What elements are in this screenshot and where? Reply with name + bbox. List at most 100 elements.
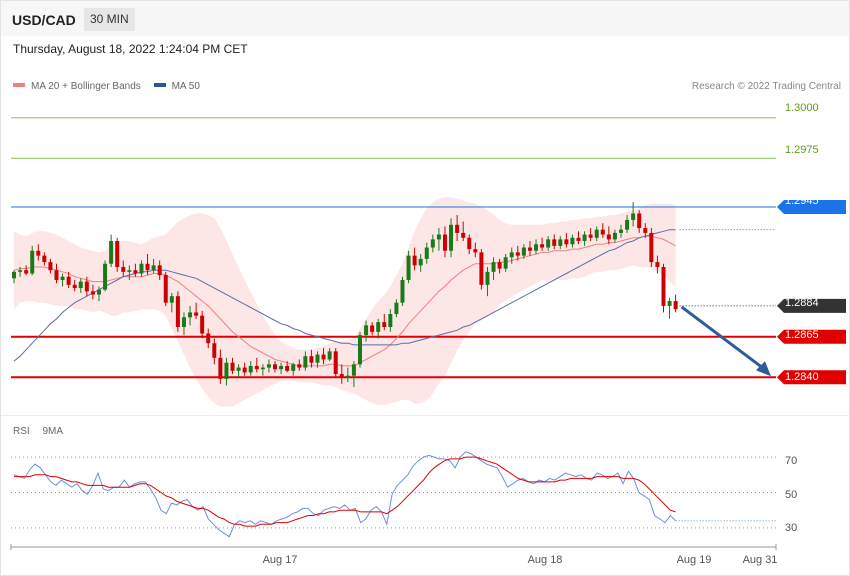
- candle-body-109: [673, 301, 678, 310]
- rsi-tick-30: 30: [785, 522, 797, 534]
- chart-header: USD/CAD 30 MIN: [1, 1, 849, 36]
- candle-body-96: [594, 229, 599, 238]
- rsi-tick-50: 50: [785, 489, 797, 501]
- price-legend: MA 20 + Bollinger Bands MA 50: [13, 81, 210, 92]
- candle-body-17: [115, 241, 120, 267]
- candle-body-106: [655, 262, 660, 267]
- candle-body-44: [279, 365, 284, 370]
- legend-ma50-label: MA 50: [171, 81, 200, 92]
- candle-body-12: [84, 281, 89, 292]
- legend-rsi-ma-label: 9MA: [42, 426, 64, 437]
- candle-body-94: [582, 234, 587, 242]
- candle-body-90: [558, 239, 563, 246]
- candle-body-1: [18, 270, 23, 272]
- chart-datetime: Thursday, August 18, 2022 1:24:04 PM CET: [13, 42, 248, 56]
- candle-body-38: [242, 367, 247, 373]
- candle-body-20: [133, 270, 138, 274]
- candle-body-73: [455, 224, 460, 233]
- rsi-line: [13, 451, 676, 538]
- candle-body-33: [212, 343, 217, 358]
- candle-body-92: [570, 237, 575, 245]
- candle-body-88: [546, 239, 551, 248]
- x-tick-aug18: Aug 18: [528, 554, 563, 566]
- bollinger-band-area: [14, 197, 676, 407]
- candle-body-10: [72, 284, 77, 289]
- candle-body-74: [461, 232, 466, 238]
- candle-body-54: [339, 374, 344, 378]
- candle-body-80: [497, 262, 502, 269]
- candle-body-32: [206, 333, 211, 344]
- candle-body-103: [637, 213, 642, 229]
- candle-body-16: [109, 241, 114, 264]
- candle-body-84: [521, 247, 526, 256]
- candle-body-100: [619, 229, 623, 233]
- candle-body-2: [24, 270, 29, 274]
- panel-divider: [1, 415, 849, 416]
- candle-body-101: [625, 219, 630, 230]
- forecast-arrow-line: [680, 305, 763, 369]
- candle-body-77: [479, 252, 484, 285]
- candle-body-30: [194, 312, 199, 316]
- candle-body-57: [357, 335, 362, 365]
- level-label-1.3000: 1.3000: [785, 102, 819, 114]
- rsi-tick-70: 70: [785, 455, 797, 467]
- candle-body-81: [503, 257, 508, 269]
- candle-body-48: [303, 356, 308, 368]
- candle-body-89: [552, 239, 557, 246]
- legend-rsi-ma: 9MA: [42, 426, 63, 437]
- candle-body-64: [400, 279, 405, 303]
- candle-body-9: [66, 276, 71, 285]
- candle-body-70: [436, 234, 441, 240]
- candle-body-95: [588, 234, 593, 238]
- level-label-1.2975: 1.2975: [785, 144, 819, 156]
- candle-body-21: [139, 263, 144, 274]
- copyright-text: Research © 2022 Trading Central: [691, 81, 841, 92]
- level-label-1.2865: 1.2865: [785, 329, 819, 341]
- candle-body-71: [442, 234, 447, 251]
- candle-body-66: [412, 255, 417, 266]
- candle-body-61: [382, 322, 387, 328]
- candle-body-56: [351, 364, 356, 376]
- candle-body-47: [297, 364, 302, 368]
- candle-body-11: [78, 281, 83, 289]
- candle-body-63: [394, 302, 399, 315]
- candle-body-86: [534, 244, 539, 251]
- x-axis: Aug 17 Aug 18 Aug 19 Aug 31: [10, 544, 778, 566]
- interval-badge[interactable]: 30 MIN: [84, 8, 135, 31]
- legend-rsi-label: RSI: [13, 426, 30, 437]
- candle-body-19: [127, 270, 132, 272]
- candle-body-51: [321, 354, 326, 360]
- candle-body-75: [467, 237, 472, 250]
- candle-body-85: [527, 247, 532, 251]
- x-tick-aug19: Aug 19: [677, 554, 712, 566]
- candle-body-35: [224, 362, 229, 379]
- candle-body-99: [612, 232, 617, 240]
- candle-body-22: [145, 263, 150, 271]
- legend-ma20: MA 20 + Bollinger Bands: [13, 81, 144, 92]
- candle-body-15: [103, 263, 108, 290]
- candle-body-27: [175, 296, 180, 328]
- candle-body-108: [667, 301, 672, 306]
- candle-body-34: [218, 357, 223, 379]
- candle-body-28: [181, 317, 186, 328]
- candle-body-46: [291, 364, 296, 371]
- legend-ma20-label: MA 20 + Bollinger Bands: [31, 81, 141, 92]
- candle-body-5: [42, 255, 47, 263]
- candle-body-43: [273, 364, 278, 370]
- candle-body-40: [254, 365, 259, 370]
- candle-body-36: [230, 362, 235, 371]
- price-tag-1.2865: [777, 329, 846, 344]
- candle-body-25: [163, 275, 168, 303]
- candle-body-59: [370, 325, 375, 332]
- candle-body-0: [12, 271, 16, 279]
- forecast-arrow-head: [756, 361, 771, 377]
- x-tick-aug31: Aug 31: [743, 554, 778, 566]
- rsi-panel: [11, 451, 776, 538]
- price-levels: [11, 117, 846, 385]
- candle-body-62: [388, 314, 393, 328]
- candle-body-105: [649, 232, 654, 263]
- rsi-ma-line: [14, 456, 676, 527]
- candle-body-60: [376, 322, 381, 332]
- candle-body-49: [309, 356, 314, 363]
